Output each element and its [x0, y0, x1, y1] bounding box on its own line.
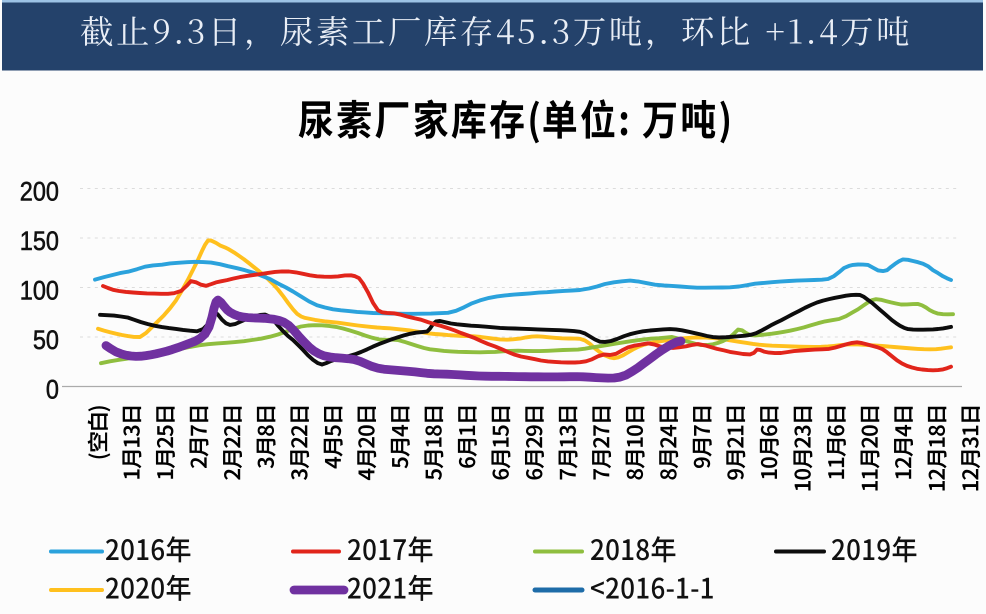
svg-text:100: 100	[20, 276, 59, 306]
svg-text:0: 0	[46, 375, 59, 405]
svg-text:150: 150	[20, 227, 59, 257]
svg-text:200: 200	[20, 177, 59, 207]
svg-text:50: 50	[33, 326, 59, 356]
